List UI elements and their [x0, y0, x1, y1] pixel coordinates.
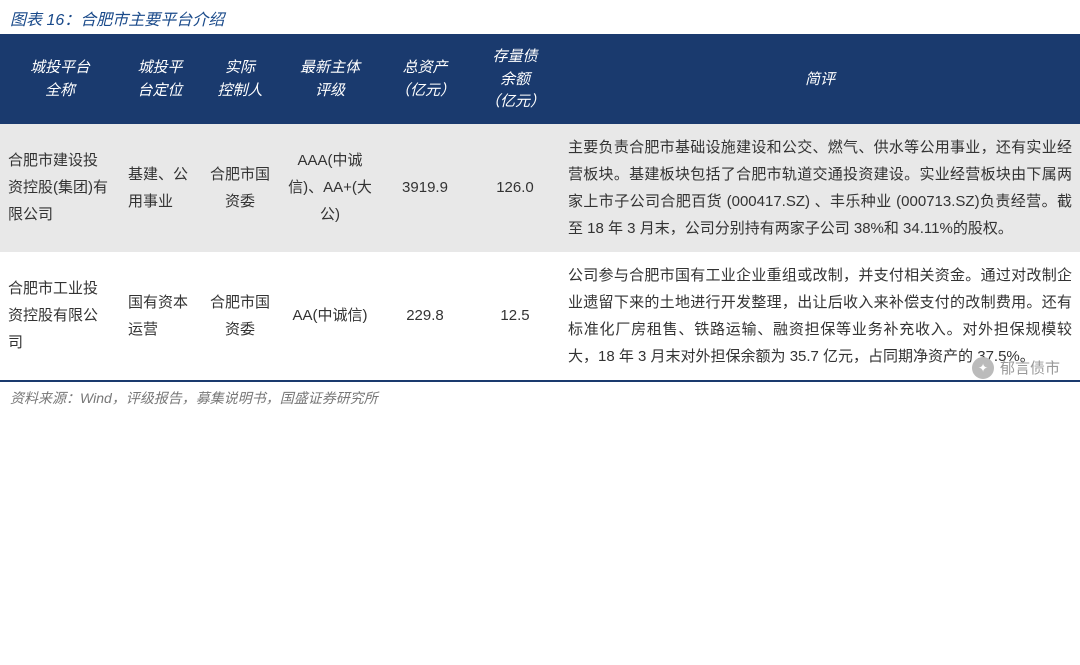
source-text: 资料来源：Wind，评级报告，募集说明书，国盛证券研究所	[0, 382, 1080, 414]
col-assets: 总资产（亿元）	[380, 36, 470, 124]
col-rating: 最新主体评级	[280, 36, 380, 124]
wechat-icon: ✦	[972, 357, 994, 379]
table-row: 合肥市建设投资控股(集团)有限公司 基建、公用事业 合肥市国资委 AAA(中诚信…	[0, 124, 1080, 252]
cell-position: 基建、公用事业	[120, 124, 200, 252]
col-name: 城投平台全称	[0, 36, 120, 124]
chart-title: 图表 16：合肥市主要平台介绍	[0, 0, 1080, 36]
col-debt: 存量债余额（亿元）	[470, 36, 560, 124]
cell-controller: 合肥市国资委	[200, 252, 280, 380]
col-controller: 实际控制人	[200, 36, 280, 124]
cell-comment: 主要负责合肥市基础设施建设和公交、燃气、供水等公用事业，还有实业经营板块。基建板…	[560, 124, 1080, 252]
col-comment: 简评	[560, 36, 1080, 124]
table-row: 合肥市工业投资控股有限公司 国有资本运营 合肥市国资委 AA(中诚信) 229.…	[0, 252, 1080, 380]
watermark: ✦ 郁言债市	[972, 357, 1060, 379]
cell-name: 合肥市工业投资控股有限公司	[0, 252, 120, 380]
col-position: 城投平台定位	[120, 36, 200, 124]
watermark-text: 郁言债市	[1000, 357, 1060, 378]
cell-rating: AA(中诚信)	[280, 252, 380, 380]
cell-position: 国有资本运营	[120, 252, 200, 380]
platform-table: 城投平台全称 城投平台定位 实际控制人 最新主体评级 总资产（亿元） 存量债余额…	[0, 36, 1080, 380]
cell-rating: AAA(中诚信)、AA+(大公)	[280, 124, 380, 252]
cell-debt: 12.5	[470, 252, 560, 380]
cell-assets: 229.8	[380, 252, 470, 380]
cell-name: 合肥市建设投资控股(集团)有限公司	[0, 124, 120, 252]
header-row: 城投平台全称 城投平台定位 实际控制人 最新主体评级 总资产（亿元） 存量债余额…	[0, 36, 1080, 124]
cell-controller: 合肥市国资委	[200, 124, 280, 252]
cell-debt: 126.0	[470, 124, 560, 252]
cell-assets: 3919.9	[380, 124, 470, 252]
